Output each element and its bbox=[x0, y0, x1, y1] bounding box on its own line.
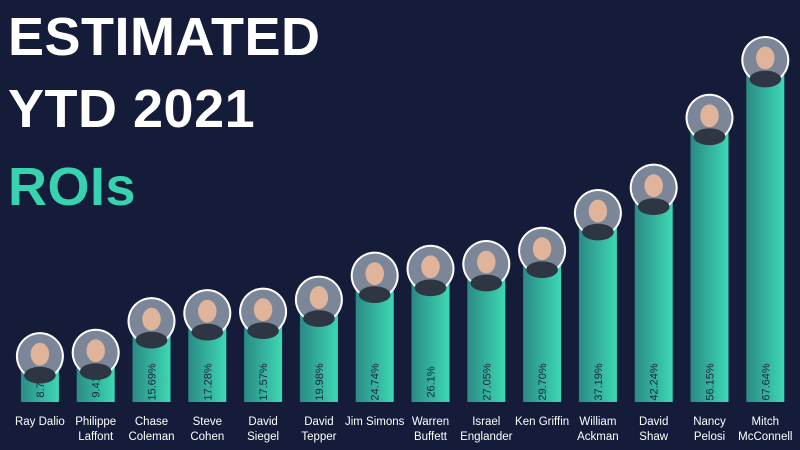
portrait-avatar bbox=[350, 251, 399, 304]
bar-value-label: 27.05% bbox=[481, 363, 493, 401]
avatar-shoulders bbox=[693, 128, 726, 146]
bar-value-label: 24.74% bbox=[370, 363, 382, 401]
avatar-face bbox=[477, 250, 496, 274]
avatar-face bbox=[421, 255, 440, 279]
avatar-face bbox=[30, 342, 50, 366]
avatar-face bbox=[365, 262, 384, 286]
category-label: David bbox=[248, 416, 277, 428]
category-label: Ken Griffin bbox=[515, 416, 569, 428]
category-label: Coleman bbox=[128, 431, 174, 443]
portrait-avatar bbox=[15, 332, 64, 384]
category-label: Jim Simons bbox=[345, 416, 405, 428]
portrait-avatar bbox=[294, 275, 343, 327]
avatar-face bbox=[700, 104, 719, 128]
avatar-shoulders bbox=[470, 274, 503, 292]
avatar-shoulders bbox=[749, 70, 782, 88]
avatar-face bbox=[198, 299, 217, 323]
category-label: Israel bbox=[472, 416, 500, 428]
category-label: William bbox=[579, 416, 616, 428]
title-line-2: YTD 2021 bbox=[8, 79, 256, 139]
category-label: Nancy bbox=[693, 416, 726, 428]
avatar-shoulders bbox=[358, 286, 391, 304]
avatar-shoulders bbox=[637, 198, 670, 216]
bar bbox=[634, 189, 673, 402]
bar-value-label: 19.98% bbox=[314, 363, 326, 401]
bar-value-label: 37.19% bbox=[593, 363, 605, 401]
portrait-avatar bbox=[741, 36, 790, 88]
category-label: Tepper bbox=[301, 431, 336, 443]
title-line-1: ESTIMATED bbox=[8, 7, 321, 67]
bar bbox=[690, 119, 729, 402]
portrait-avatar bbox=[462, 240, 511, 292]
avatar-shoulders bbox=[303, 310, 335, 327]
avatar-shoulders bbox=[582, 223, 614, 241]
category-label: Ackman bbox=[577, 431, 619, 443]
avatar-shoulders bbox=[24, 366, 56, 384]
portrait-avatar bbox=[127, 297, 176, 349]
category-label: Laffont bbox=[78, 431, 114, 443]
avatar-face bbox=[309, 286, 329, 310]
avatar-face bbox=[588, 199, 608, 223]
avatar-shoulders bbox=[247, 322, 279, 340]
bar-value-label: 56.15% bbox=[705, 363, 717, 401]
category-label: Shaw bbox=[639, 431, 668, 443]
category-label: Pelosi bbox=[694, 431, 725, 443]
category-label: Warren bbox=[412, 416, 449, 428]
avatar-face bbox=[253, 298, 273, 322]
title-line-3: ROIs bbox=[8, 157, 137, 217]
avatar-face bbox=[644, 174, 663, 198]
portrait-avatar bbox=[685, 93, 734, 146]
portrait-avatar bbox=[629, 163, 678, 216]
category-label: Philippe bbox=[75, 416, 116, 428]
bar bbox=[746, 62, 785, 402]
avatar-shoulders bbox=[414, 279, 447, 297]
bar-value-label: 29.70% bbox=[537, 363, 549, 401]
avatar-shoulders bbox=[79, 363, 112, 381]
avatar-face bbox=[86, 339, 105, 363]
avatar-shoulders bbox=[526, 261, 558, 279]
bar-value-label: 15.69% bbox=[147, 363, 159, 401]
bar bbox=[578, 215, 617, 402]
portrait-avatar bbox=[71, 328, 120, 381]
portrait-avatar bbox=[406, 244, 455, 297]
category-label: Ray Dalio bbox=[15, 416, 65, 428]
bar-value-label: 67.64% bbox=[760, 363, 772, 401]
bar-value-label: 26.1% bbox=[426, 366, 438, 397]
avatar-face bbox=[142, 307, 161, 331]
avatar-face bbox=[756, 46, 775, 70]
avatar-face bbox=[532, 237, 552, 261]
bar-value-label: 17.57% bbox=[258, 363, 270, 401]
category-label: Mitch bbox=[752, 416, 779, 428]
portrait-avatar bbox=[573, 189, 622, 241]
category-label: Englander bbox=[460, 431, 513, 443]
category-label: Siegel bbox=[247, 431, 279, 443]
category-label: Buffett bbox=[414, 431, 448, 443]
portrait-avatar bbox=[239, 287, 288, 340]
category-label: Steve bbox=[193, 416, 222, 428]
category-label: Chase bbox=[135, 416, 168, 428]
category-label: David bbox=[304, 416, 333, 428]
category-label: McConnell bbox=[738, 431, 792, 443]
category-label: David bbox=[639, 416, 668, 428]
avatar-shoulders bbox=[135, 331, 168, 349]
bar-value-label: 42.24% bbox=[649, 363, 661, 401]
bar-value-label: 17.28% bbox=[202, 363, 214, 401]
portrait-avatar bbox=[183, 289, 232, 341]
category-label: Cohen bbox=[190, 431, 224, 443]
portrait-avatar bbox=[518, 226, 567, 279]
avatar-shoulders bbox=[191, 323, 224, 341]
